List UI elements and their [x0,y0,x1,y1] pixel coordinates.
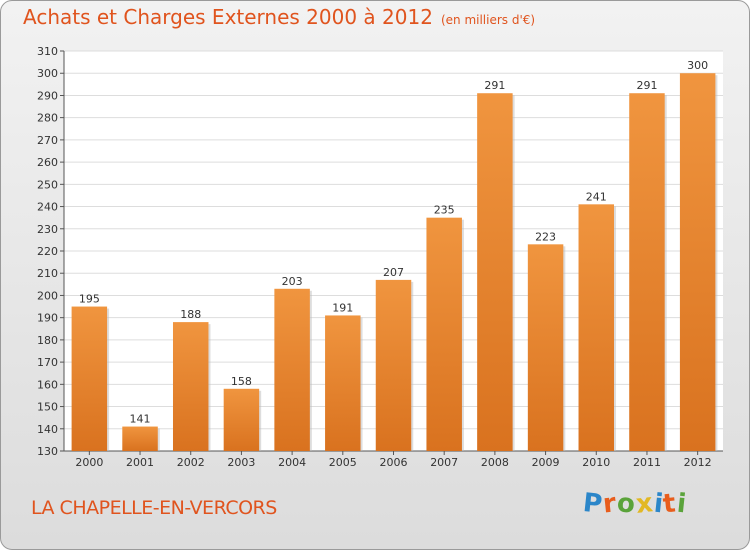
logo-letter: i [675,488,689,520]
x-tick-label: 2005 [329,456,357,469]
bar [122,426,158,451]
y-tick-label: 280 [37,112,58,125]
y-tick-label: 140 [37,423,58,436]
bar [71,306,108,451]
y-tick-label: 220 [37,245,58,258]
y-tick-label: 250 [37,178,58,191]
y-tick-label: 160 [37,378,58,391]
x-tick-label: 2008 [481,456,509,469]
y-tick-label: 200 [37,289,58,302]
x-tick-label: 2007 [430,456,458,469]
bar-value-label: 203 [282,275,303,288]
bar [375,279,412,451]
bar-value-label: 300 [687,59,708,72]
chart-title: Achats et Charges Externes 2000 à 2012 (e… [23,5,535,29]
y-tick-label: 130 [37,445,58,458]
bar-value-label: 235 [434,204,455,217]
y-tick-label: 150 [37,401,58,414]
x-tick-label: 2006 [380,456,408,469]
x-tick-label: 2003 [227,456,255,469]
chart-title-text: Achats et Charges Externes 2000 à 2012 [23,5,433,29]
bar-value-label: 191 [332,301,353,314]
bar-value-label: 241 [586,190,607,203]
y-tick-label: 230 [37,223,58,236]
bar-value-label: 291 [484,79,505,92]
y-tick-label: 240 [37,201,58,214]
x-tick-label: 2004 [278,456,306,469]
x-tick-label: 2011 [633,456,661,469]
x-tick-label: 2010 [582,456,610,469]
bar [477,93,513,451]
bar-value-label: 195 [79,293,100,306]
y-tick-label: 210 [37,267,58,280]
bar [274,288,310,451]
bar [325,315,361,451]
y-tick-label: 180 [37,334,58,347]
x-tick-label: 2012 [684,456,712,469]
bar-value-label: 141 [130,413,151,426]
bar [527,244,564,451]
commune-name: LA CHAPELLE-EN-VERCORS [31,497,277,519]
proxiti-logo: Proxiti [581,488,689,520]
chart-subtitle: (en milliers d'€) [440,13,536,27]
bar-value-label: 207 [383,266,404,279]
bar-value-label: 188 [180,308,201,321]
y-tick-label: 290 [37,89,58,102]
bar [426,217,462,451]
bar [679,73,716,451]
y-tick-label: 260 [37,156,58,169]
bar [629,93,665,451]
bar-value-label: 223 [535,230,556,243]
x-tick-label: 2000 [75,456,103,469]
bar-value-label: 291 [636,79,657,92]
bar-value-label: 158 [231,375,252,388]
bar-chart: 130 140 150 160 170 180 190 200 210 220 230 240 250 2… [37,45,723,469]
bar [578,204,615,451]
x-tick-label: 2001 [126,456,154,469]
x-tick-label: 2002 [177,456,205,469]
y-tick-label: 190 [37,312,58,325]
y-tick-label: 300 [37,67,58,80]
bar [223,388,260,451]
y-tick-label: 310 [37,45,58,58]
bar [172,322,209,451]
x-tick-label: 2009 [532,456,560,469]
y-tick-label: 170 [37,356,58,369]
y-tick-label: 270 [37,134,58,147]
